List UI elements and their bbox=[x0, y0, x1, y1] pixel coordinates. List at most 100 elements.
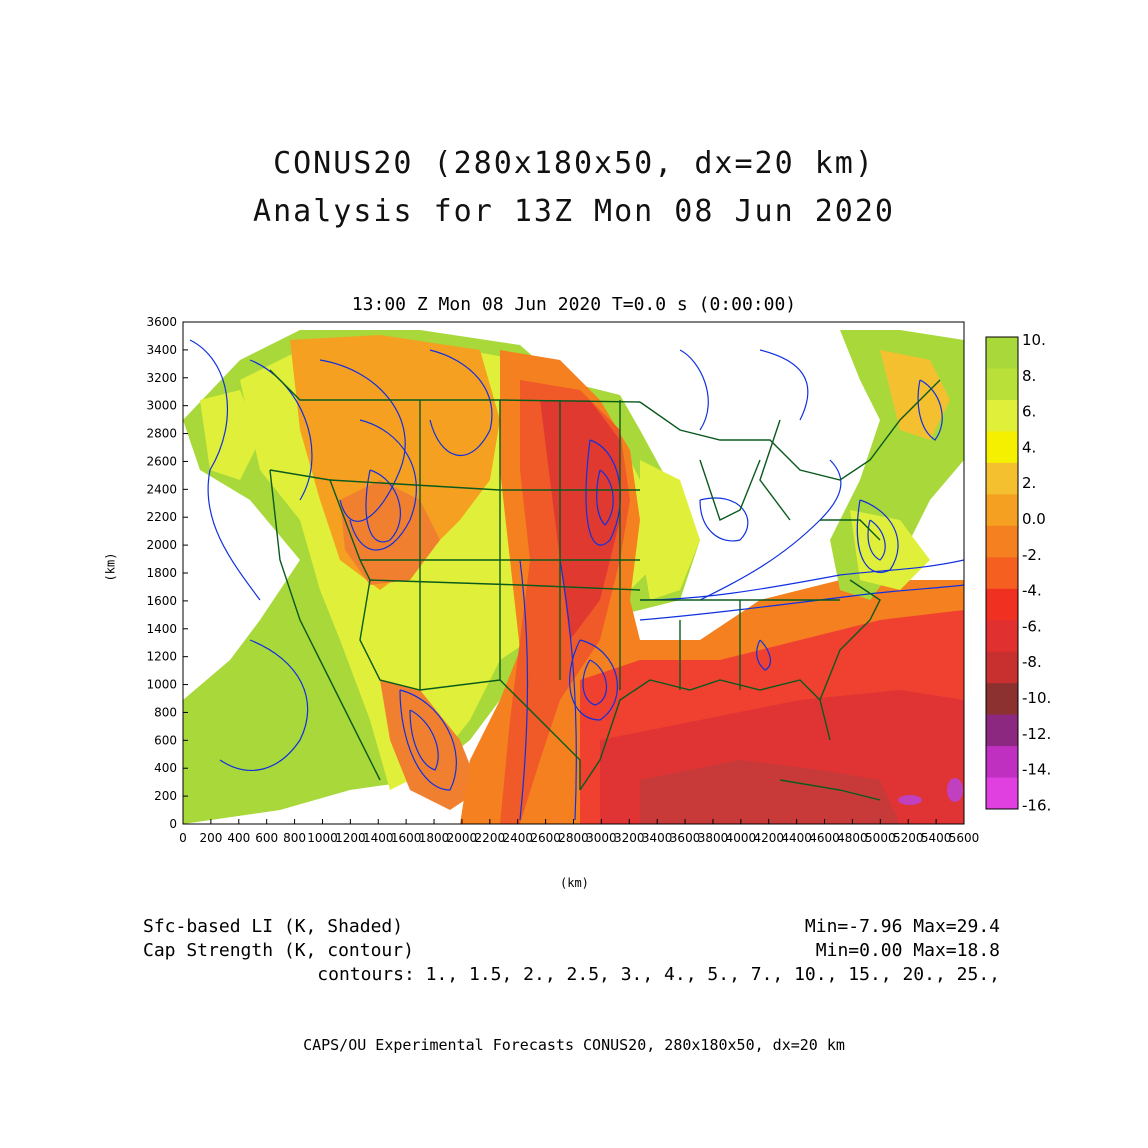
y-tick-label: 1600 bbox=[146, 594, 177, 608]
y-axis: 0 200 400 600 800 1000 1200 1400 1600 1800 2000 220… bbox=[146, 315, 188, 831]
y-tick-label: 1800 bbox=[146, 566, 177, 580]
colorbar-swatch bbox=[986, 431, 1018, 464]
y-tick-label: 3400 bbox=[146, 343, 177, 357]
colorbar-swatch bbox=[986, 399, 1018, 432]
li-region-yellow-northwest bbox=[200, 390, 260, 480]
field2-stats: Min=0.00 Max=18.8 bbox=[815, 940, 1000, 961]
x-tick-label: 2800 bbox=[558, 831, 589, 845]
li-region-orange-west bbox=[290, 335, 500, 590]
y-tick-label: 2400 bbox=[146, 482, 177, 496]
colorbar-label: -2. bbox=[1022, 546, 1042, 564]
x-tick-label: 2000 bbox=[447, 831, 478, 845]
colorbar-label: -12. bbox=[1022, 725, 1051, 743]
x-tick-label: 5400 bbox=[921, 831, 952, 845]
y-tick-label: 1200 bbox=[146, 650, 177, 664]
x-tick-label: 5000 bbox=[865, 831, 896, 845]
x-tick-label: 4200 bbox=[753, 831, 784, 845]
y-tick-label: 800 bbox=[154, 705, 177, 719]
x-tick-label: 1200 bbox=[335, 831, 366, 845]
x-tick-label: 2400 bbox=[502, 831, 533, 845]
colorbar-swatch bbox=[986, 494, 1018, 527]
colorbar-swatch bbox=[986, 683, 1018, 716]
colorbar-label: 10. bbox=[1022, 331, 1046, 349]
colorbar-label: -6. bbox=[1022, 617, 1042, 635]
colorbar-label: 4. bbox=[1022, 438, 1036, 456]
y-tick-label: 3600 bbox=[146, 315, 177, 329]
colorbar-label: -4. bbox=[1022, 582, 1042, 600]
colorbar-swatch bbox=[986, 368, 1018, 401]
x-tick-label: 1600 bbox=[391, 831, 422, 845]
x-tick-label: 3800 bbox=[698, 831, 729, 845]
x-tick-label: 600 bbox=[255, 831, 278, 845]
x-tick-label: 3400 bbox=[642, 831, 673, 845]
gulf-and-atlantic-coast bbox=[579, 579, 881, 791]
y-tick-label: 600 bbox=[154, 733, 177, 747]
x-tick-label: 0 bbox=[179, 831, 187, 845]
x-tick-label: 400 bbox=[227, 831, 250, 845]
colorbar: 10. 8. 6. 4. 2. 0.0 -2. -4. -6. -8. -10. -12. -14. -1… bbox=[985, 331, 1051, 814]
x-tick-label: 2200 bbox=[475, 831, 506, 845]
li-region-yellow-maine bbox=[880, 350, 950, 440]
field1-name: Sfc-based LI (K, Shaded) bbox=[143, 916, 404, 937]
y-tick-label: 400 bbox=[154, 761, 177, 775]
x-tick-label: 800 bbox=[283, 831, 306, 845]
colorbar-swatch bbox=[986, 651, 1018, 684]
valid-time-subtitle: 13:00 Z Mon 08 Jun 2020 T=0.0 s (0:00:00… bbox=[351, 294, 797, 315]
field2-name: Cap Strength (K, contour) bbox=[143, 940, 414, 961]
great-lakes bbox=[759, 419, 791, 521]
colorbar-swatch bbox=[986, 337, 1018, 369]
y-tick-label: 1000 bbox=[146, 678, 177, 692]
li-spot-magenta-east bbox=[947, 778, 963, 802]
colorbar-label: -14. bbox=[1022, 761, 1051, 779]
colorbar-swatch bbox=[986, 714, 1018, 747]
y-tick-label: 1400 bbox=[146, 622, 177, 636]
colorbar-swatch bbox=[986, 557, 1018, 590]
x-tick-label: 3200 bbox=[614, 831, 645, 845]
geographic-boundaries bbox=[269, 369, 941, 801]
colorbar-swatch bbox=[986, 777, 1018, 810]
colorbar-swatch bbox=[986, 462, 1018, 495]
colorbar-label: -8. bbox=[1022, 653, 1042, 671]
y-tick-label: 2200 bbox=[146, 510, 177, 524]
west-coast bbox=[269, 469, 381, 781]
y-tick-label: 0 bbox=[169, 817, 177, 831]
y-tick-label: 2000 bbox=[146, 538, 177, 552]
colorbar-label: 2. bbox=[1022, 474, 1036, 492]
x-tick-label: 4800 bbox=[837, 831, 868, 845]
title-line-2: Analysis for 13Z Mon 08 Jun 2020 bbox=[253, 194, 895, 229]
x-tick-label: 5200 bbox=[893, 831, 924, 845]
x-tick-label: 4000 bbox=[726, 831, 757, 845]
colorbar-label: 0.0 bbox=[1022, 510, 1046, 528]
colorbar-label: -10. bbox=[1022, 689, 1051, 707]
colorbar-swatch bbox=[986, 588, 1018, 621]
li-spot-magenta bbox=[898, 795, 922, 805]
x-tick-label: 1000 bbox=[307, 831, 338, 845]
x-tick-label: 5600 bbox=[949, 831, 980, 845]
x-tick-label: 4600 bbox=[809, 831, 840, 845]
colorbar-swatch bbox=[986, 620, 1018, 653]
x-axis: 0 200 400 600 800 100012001400160018002000220… bbox=[179, 819, 979, 845]
colorbar-swatch bbox=[986, 525, 1018, 558]
x-tick-label: 3000 bbox=[586, 831, 617, 845]
colorbar-label: 6. bbox=[1022, 403, 1036, 421]
colorbar-swatch bbox=[986, 746, 1018, 779]
x-tick-label: 1400 bbox=[363, 831, 394, 845]
cuba-outline bbox=[779, 779, 881, 801]
credit-line: CAPS/OU Experimental Forecasts CONUS20, … bbox=[303, 1036, 845, 1054]
li-region-darker-red bbox=[640, 760, 900, 824]
x-tick-label: 2600 bbox=[530, 831, 561, 845]
y-tick-label: 200 bbox=[154, 789, 177, 803]
y-axis-label: (km) bbox=[103, 552, 118, 582]
x-tick-label: 4400 bbox=[781, 831, 812, 845]
colorbar-label: 8. bbox=[1022, 367, 1036, 385]
y-tick-label: 3200 bbox=[146, 371, 177, 385]
title-line-1: CONUS20 (280x180x50, dx=20 km) bbox=[273, 146, 875, 181]
field1-stats: Min=-7.96 Max=29.4 bbox=[804, 916, 1000, 937]
y-tick-label: 2800 bbox=[146, 427, 177, 441]
li-region-yellow-midwest bbox=[640, 460, 700, 600]
us-mexico-border bbox=[269, 469, 581, 790]
x-axis-label: (km) bbox=[560, 876, 589, 890]
colorbar-label: -16. bbox=[1022, 796, 1051, 814]
contour-levels: contours: 1., 1.5, 2., 2.5, 3., 4., 5., … bbox=[317, 964, 1000, 985]
